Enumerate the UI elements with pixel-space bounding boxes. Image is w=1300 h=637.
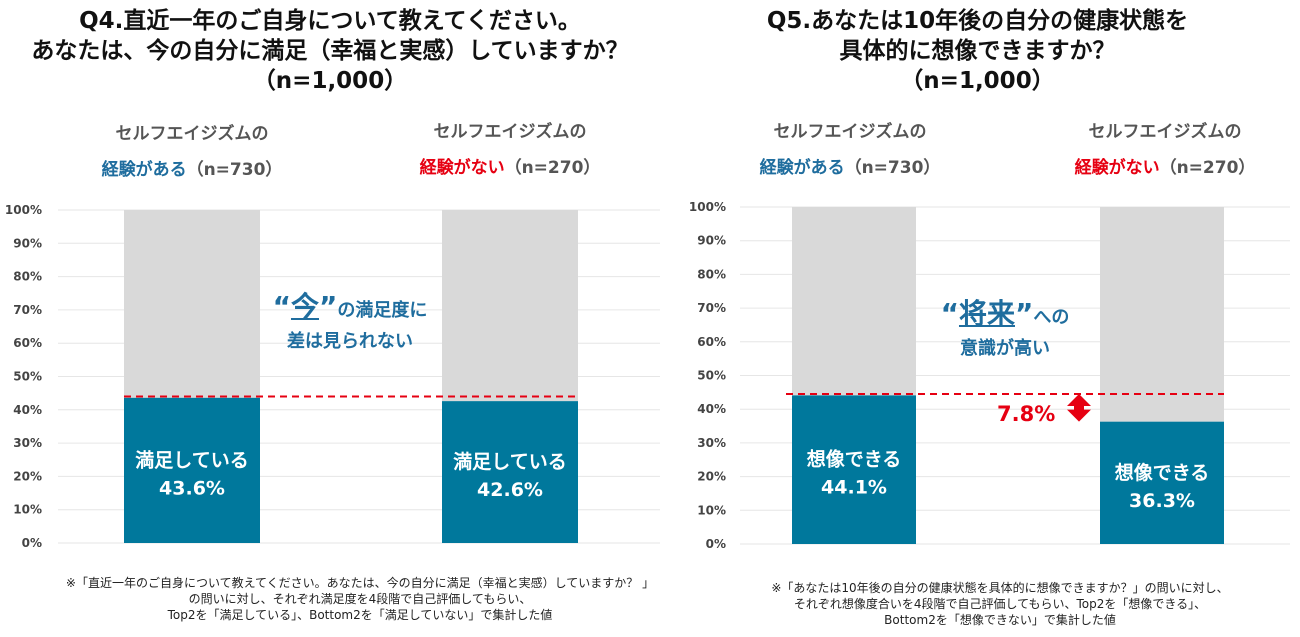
q5-bar-series-label: 想像できる [807,448,902,471]
q5-group-label-not-experienced: セルフエイジズムの 経験がない（n=270） [1035,121,1295,179]
q5-y-tick-label: 70% [697,301,726,315]
q4-callout: “今”の満足度に 差は見られない [235,285,465,353]
q4-bar-remainder [442,210,578,402]
q5-y-tick-label: 0% [706,537,726,551]
q5-bar-remainder [1100,207,1224,422]
q5-y-tick-label: 100% [689,200,726,214]
callout-quote-close: ” [319,290,338,323]
q5-difference-arrow [1067,394,1091,422]
callout-rest: の満足度に [337,300,428,321]
callout-emphasis: 今 [290,290,319,323]
group-label-highlight: 経験がある [101,160,187,180]
q5-y-tick-label: 90% [697,234,726,248]
q5-bar-value-label: 36.3% [1129,490,1195,512]
note-line: ※「直近一年のご自身について教えてください。あなたは、今の自分に満足（幸福と実感… [65,576,655,590]
group-label-highlight: 経験がない [1074,158,1160,178]
note-line: Bottom2を「想像できない」で集計した値 [884,613,1116,627]
q4-y-tick-label: 40% [13,403,42,417]
q4-bar-value-label: 42.6% [477,479,543,501]
q5-title: Q5.あなたは10年後の自分の健康状態を 具体的に想像できますか？ （n=1,0… [655,6,1300,96]
group-label-prefix: セルフエイジズムの [433,122,587,142]
q5-bar-value-label: 44.1% [821,477,887,499]
q4-group-label-experienced: セルフエイジズムの 経験がある（n=730） [62,123,322,181]
q5-note: ※「あなたは10年後の自分の健康状態を具体的に想像できますか？」の問いに対し、 … [700,580,1300,628]
group-label-n: （n=270） [1159,158,1256,178]
note-line: それぞれ想像度合いを4段階で自己評価してもらい、Top2を「想像できる」、 [793,597,1207,611]
note-line: の問いに対し、それぞれ満足度を4段階で自己評価してもらい、 [188,592,532,606]
q5-y-tick-label: 30% [697,436,726,450]
q4-y-tick-label: 20% [13,469,42,483]
q4-title-line: Q4.直近一年のご自身について教えてください。 [79,8,581,34]
callout-quote-open: “ [272,290,291,323]
group-label-prefix: セルフエイジズムの [115,124,269,144]
q4-bar-remainder [124,210,260,398]
q4-y-tick-label: 100% [5,203,42,217]
q4-title-line: （n=1,000） [252,68,408,94]
q4-note: ※「直近一年のご自身について教えてください。あなたは、今の自分に満足（幸福と実感… [0,575,720,623]
note-line: ※「あなたは10年後の自分の健康状態を具体的に想像できますか？」の問いに対し、 [771,581,1229,595]
q5-bar-remainder [792,207,916,396]
callout-emphasis: 将来 [958,297,1015,330]
q5-title-line: （n=1,000） [900,68,1055,94]
q4-y-tick-label: 0% [22,536,42,550]
group-label-highlight: 経験がない [419,158,505,178]
group-label-n: （n=730） [844,158,941,178]
q5-y-tick-label: 50% [697,369,726,383]
q4-bar-series-label: 満足している [135,449,248,471]
q5-bar [792,395,916,544]
group-label-highlight: 経験がある [759,158,845,178]
q4-bar-series-label: 満足している [453,451,566,473]
q5-title-line: 具体的に想像できますか？ [839,38,1116,64]
note-line: Top2を「満足している」、Bottom2を「満足していない」で集計した値 [167,608,553,622]
q5-bar-series-label: 想像できる [1115,461,1210,484]
q5-difference-label: 7.8% [997,402,1056,426]
q4-y-tick-label: 30% [13,436,42,450]
callout-line2: 意識が高い [960,338,1050,359]
q4-bar-value-label: 43.6% [159,477,225,499]
q5-bar [1100,421,1224,544]
q5-y-tick-label: 80% [697,267,726,281]
q5-y-tick-label: 40% [697,402,726,416]
callout-quote-close: ” [1015,297,1034,330]
q5-callout: “将来”への 意識が高い [900,292,1110,360]
q4-y-tick-label: 70% [13,303,42,317]
q5-group-label-experienced: セルフエイジズムの 経験がある（n=730） [720,121,980,179]
q4-bar [124,397,260,543]
q4-y-tick-label: 90% [13,236,42,250]
q4-y-tick-label: 50% [13,370,42,384]
q4-title: Q4.直近一年のご自身について教えてください。 あなたは、今の自分に満足（幸福と… [0,6,660,96]
q4-y-tick-label: 60% [13,336,42,350]
q4-y-tick-label: 10% [13,503,42,517]
callout-rest: への [1033,307,1070,328]
callout-line2: 差は見られない [287,331,413,352]
q5-y-tick-label: 10% [697,503,726,517]
q4-bar [442,401,578,543]
group-label-n: （n=270） [504,158,601,178]
group-label-prefix: セルフエイジズムの [773,122,927,142]
group-label-n: （n=730） [186,160,283,180]
q5-y-tick-label: 20% [697,470,726,484]
q5-title-line: Q5.あなたは10年後の自分の健康状態を [766,8,1189,34]
group-label-prefix: セルフエイジズムの [1088,122,1242,142]
callout-quote-open: “ [940,297,959,330]
q5-y-tick-label: 60% [697,335,726,349]
q4-group-label-not-experienced: セルフエイジズムの 経験がない（n=270） [380,121,640,179]
q4-y-tick-label: 80% [13,270,42,284]
q4-title-line: あなたは、今の自分に満足（幸福と実感）していますか？ [31,38,629,64]
